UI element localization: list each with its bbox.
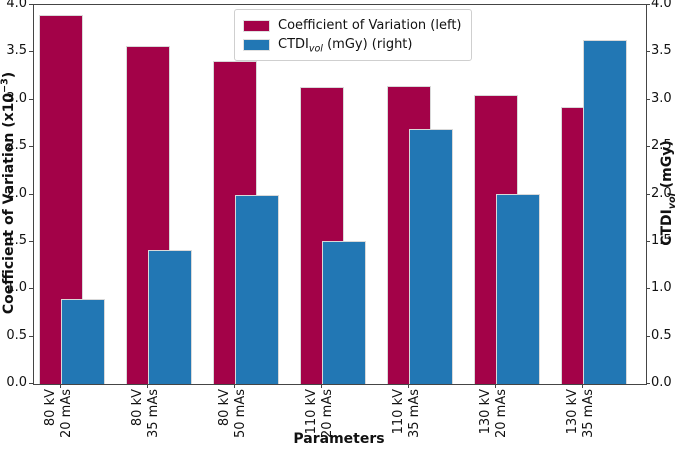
y-tick-left: [29, 51, 33, 53]
y-tick-label-right: 2.5: [651, 138, 672, 154]
x-tick-label: 110 kV 20 mAs: [304, 389, 335, 439]
y-tick-label-left: 0.5: [6, 327, 27, 343]
y-tick-label-right: 3.5: [651, 43, 672, 59]
y-tick-left: [29, 146, 33, 148]
legend: Coefficient of Variation (left) CTDIvol …: [234, 9, 472, 61]
y-tick-left: [29, 240, 33, 242]
y-tick-label-left: 3.0: [6, 90, 27, 106]
bar-ctdi-2: [235, 194, 279, 384]
y-tick-right: [646, 51, 650, 53]
y-tick-right: [646, 193, 650, 195]
y-tick-left: [29, 98, 33, 100]
bar-ctdi-4: [409, 129, 453, 384]
x-tick: [495, 384, 496, 388]
y-tick-left: [29, 383, 33, 384]
y-tick-left: [29, 335, 33, 337]
legend-item-cov: Coefficient of Variation (left): [243, 16, 462, 35]
bar-ctdi-0: [61, 298, 105, 384]
x-tick: [234, 384, 235, 388]
bar-ctdi-1: [148, 250, 192, 384]
x-tick-label: 80 kV 35 mAs: [130, 389, 161, 439]
y-tick-right: [646, 98, 650, 100]
bar-ctdi-6: [583, 40, 627, 384]
x-tick-label: 110 kV 35 mAs: [391, 389, 422, 439]
y-tick-left: [29, 193, 33, 195]
y-tick-label-right: 0.5: [651, 327, 672, 343]
y-tick-right: [646, 146, 650, 148]
legend-swatch-ctdi-icon: [243, 38, 270, 51]
y-tick-label-right: 0.0: [651, 375, 672, 390]
x-tick: [582, 384, 583, 388]
y-tick-right: [646, 335, 650, 337]
plot-area: [33, 4, 647, 385]
legend-item-ctdi: CTDIvol (mGy) (right): [243, 35, 462, 54]
y-tick-right: [646, 240, 650, 242]
legend-label-cov: Coefficient of Variation (left): [278, 18, 462, 33]
y-tick-right: [646, 4, 650, 5]
legend-label-ctdi: CTDIvol (mGy) (right): [278, 37, 413, 55]
legend-swatch-cov-icon: [243, 19, 270, 32]
y-tick-label-left: 3.5: [6, 43, 27, 59]
x-tick: [147, 384, 148, 388]
x-tick: [321, 384, 322, 388]
y-tick-label-left: 2.5: [6, 138, 27, 154]
y-tick-label-right: 2.0: [651, 185, 672, 201]
y-tick-left: [29, 4, 33, 5]
y-tick-label-right: 1.0: [651, 280, 672, 296]
bar-ctdi-3: [322, 240, 366, 384]
x-tick-label: 80 kV 50 mAs: [217, 389, 248, 439]
x-tick-label: 80 kV 20 mAs: [43, 389, 74, 439]
y-tick-label-right: 4.0: [651, 0, 672, 11]
x-tick: [60, 384, 61, 388]
x-tick-label: 130 kV 20 mAs: [478, 389, 509, 439]
y-tick-label-left: 4.0: [6, 0, 27, 11]
y-tick-label-left: 0.0: [6, 375, 27, 390]
y-tick-label-left: 1.0: [6, 280, 27, 296]
y-tick-label-right: 1.5: [651, 232, 672, 248]
x-axis-title: Parameters: [293, 431, 385, 447]
y-tick-label-left: 1.5: [6, 232, 27, 248]
x-tick-label: 130 kV 35 mAs: [565, 389, 596, 439]
y-tick-left: [29, 288, 33, 290]
y-tick-label-right: 3.0: [651, 90, 672, 106]
x-tick: [408, 384, 409, 388]
bar-ctdi-5: [496, 193, 540, 384]
y-tick-right: [646, 383, 650, 384]
y-tick-label-left: 2.0: [6, 185, 27, 201]
y-tick-right: [646, 288, 650, 290]
